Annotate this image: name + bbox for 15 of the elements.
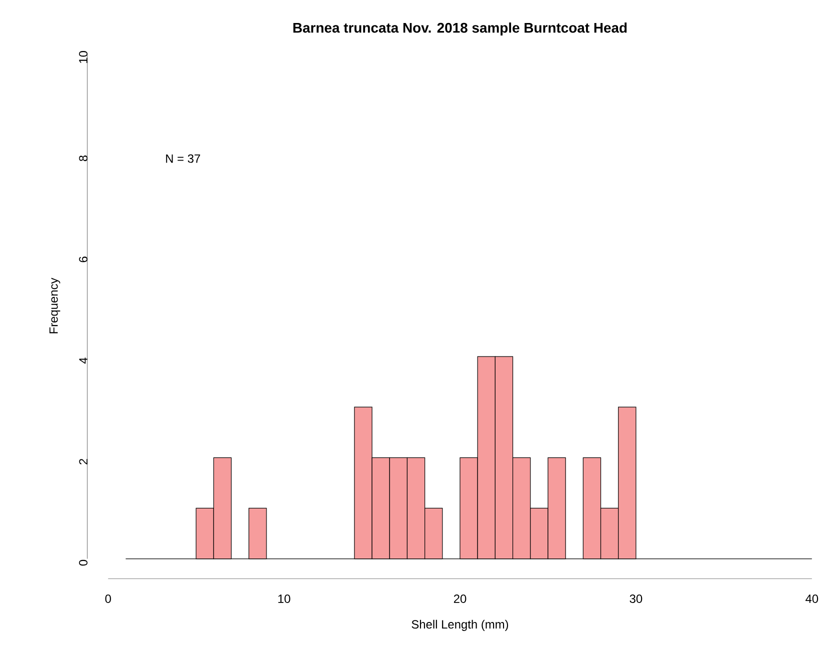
y-tick-label: 2 bbox=[79, 458, 88, 464]
annotation: N = 37 bbox=[166, 154, 200, 163]
x-axis-title: Shell Length (mm) bbox=[412, 620, 508, 631]
x-tick-label: 0 bbox=[105, 594, 111, 603]
x-tick-label: 40 bbox=[806, 594, 818, 603]
y-tick-label: 0 bbox=[79, 560, 88, 566]
y-tick-label: 4 bbox=[79, 358, 88, 364]
y-tick-label: 6 bbox=[79, 256, 88, 262]
y-tick-label: 10 bbox=[79, 51, 88, 63]
y-tick-label: 8 bbox=[79, 156, 88, 162]
x-tick-label: 20 bbox=[454, 594, 466, 603]
y-axis-title: Frequency bbox=[49, 278, 60, 334]
x-tick-label: 30 bbox=[630, 594, 642, 603]
x-tick-label: 10 bbox=[278, 594, 290, 603]
chart-title: Barnea truncata Nov. 2018 sample Burntcoat Head bbox=[293, 22, 627, 36]
